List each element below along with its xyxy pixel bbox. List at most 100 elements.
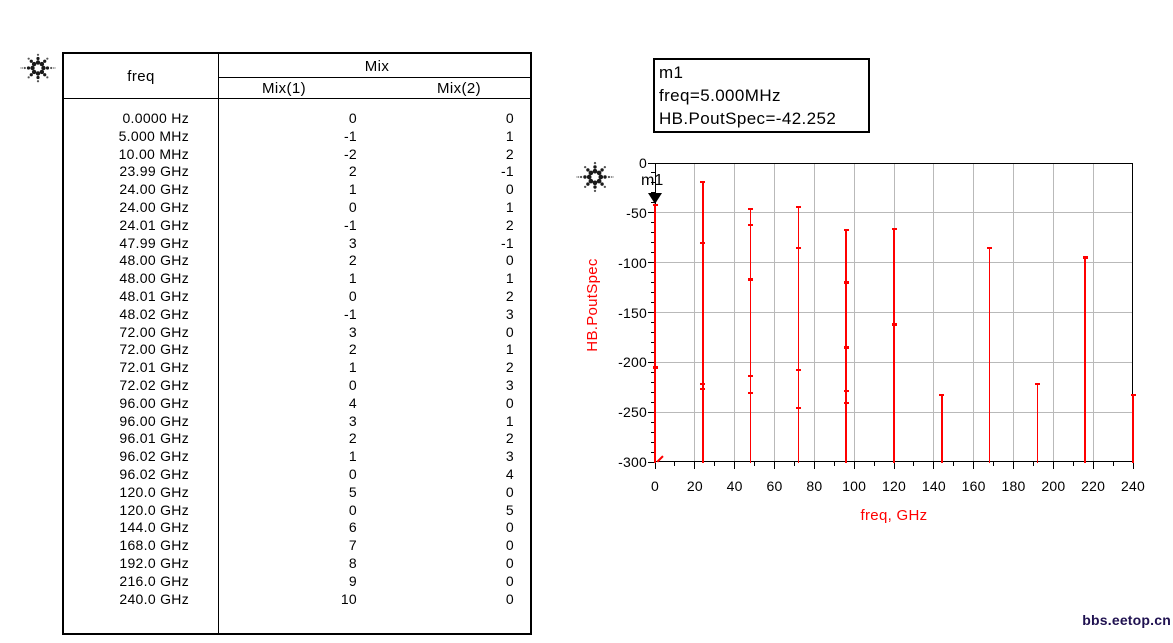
mix2-cell: 0 (505, 554, 514, 571)
table-row: 240.0 GHz 10 0 (64, 591, 530, 609)
freq-cell: 96.01 GHz (119, 430, 189, 447)
x-major-tick (1013, 462, 1014, 469)
freq-cell: 48.00 GHz (119, 270, 189, 287)
x-tick-label: 100 (842, 478, 867, 494)
mix1-cell: 0 (348, 287, 357, 304)
stem-point (891, 227, 897, 230)
y-tick-label: -200 (618, 354, 647, 371)
mix1-cell: 1 (348, 181, 357, 198)
mix2-cell: 1 (505, 341, 514, 358)
stem-point (843, 346, 849, 349)
marker-plot-label: m1 (641, 172, 664, 190)
mix1-cell: 5 (348, 483, 357, 500)
mix2-cell: 3 (505, 448, 514, 465)
stem-point (652, 203, 658, 207)
table-row: 72.02 GHz 0 3 (64, 377, 530, 395)
mix2-cell: 0 (505, 394, 514, 411)
table-row: 168.0 GHz 7 0 (64, 537, 530, 555)
mix2-cell: 3 (505, 376, 514, 393)
stem-point (843, 228, 849, 231)
x-tick-label: 180 (1001, 478, 1026, 494)
table-row: 5.000 MHz -1 1 (64, 128, 530, 146)
mix2-cell: 5 (505, 501, 514, 518)
stem (1132, 395, 1134, 463)
stem-point (748, 207, 754, 211)
mix1-column-header: Mix(1) (261, 79, 307, 97)
x-minor-tick (993, 462, 995, 466)
y-minor-tick (651, 441, 655, 443)
stem-point (939, 394, 945, 397)
table-row: 24.00 GHz 1 0 (64, 181, 530, 199)
table-column-divider (218, 54, 219, 633)
freq-cell: 96.00 GHz (119, 412, 189, 429)
mix1-cell: 4 (348, 394, 357, 411)
mix2-cell: 0 (505, 252, 514, 269)
y-minor-tick (651, 451, 655, 453)
x-major-tick (1092, 462, 1094, 469)
stem (893, 228, 895, 463)
mix2-cell: 1 (505, 127, 514, 144)
y-major-tick (648, 411, 655, 413)
table-row: 72.00 GHz 2 1 (64, 341, 530, 359)
x-tick-label: 40 (726, 478, 743, 494)
table-row: 120.0 GHz 0 5 (64, 502, 530, 520)
y-major-tick (648, 162, 655, 164)
mix2-cell: 0 (505, 537, 514, 554)
stem-point (748, 223, 754, 226)
mix1-cell: 6 (348, 519, 357, 536)
freq-cell: 47.99 GHz (119, 234, 189, 251)
mix2-cell: 0 (505, 483, 514, 500)
mix2-cell: 0 (505, 519, 514, 536)
x-tick-label: 0 (651, 478, 659, 494)
table-header: freq Mix Mix(1) Mix(2) (64, 54, 530, 99)
y-tick-label: -100 (618, 254, 647, 271)
y-minor-tick (651, 431, 655, 433)
stem-point (748, 375, 754, 378)
mix2-cell: 0 (505, 323, 514, 340)
y-minor-tick (651, 381, 655, 383)
x-tick-label: 120 (882, 478, 906, 494)
y-minor-tick (651, 252, 655, 254)
stem-point (652, 366, 658, 369)
y-gridline (656, 212, 1132, 214)
y-tick-label: -250 (618, 404, 647, 421)
x-major-tick (973, 462, 975, 469)
x-minor-tick (1032, 462, 1034, 466)
stem (1036, 384, 1039, 463)
x-major-tick (813, 462, 815, 469)
x-axis-title: freq, GHz (860, 507, 928, 524)
y-tick-label: -150 (618, 304, 647, 321)
mix2-cell: 4 (505, 465, 514, 482)
stem-point (1034, 383, 1040, 386)
y-minor-tick (651, 172, 655, 174)
x-tick-label: 200 (1041, 478, 1066, 494)
x-tick-label: 20 (686, 478, 703, 494)
stem-point (795, 406, 801, 410)
marker-readout-box[interactable]: m1 freq=5.000MHz HB.PoutSpec=-42.252 (653, 58, 870, 133)
table-body: 0.0000 Hz 0 0 5.000 MHz -1 1 10.00 MHz -2 2 23.99… (64, 100, 530, 633)
freq-column-header: freq (127, 67, 155, 85)
y-axis-title: HB.PoutSpec (584, 258, 601, 352)
table-row: 48.00 GHz 2 0 (64, 252, 530, 270)
stem-point (843, 401, 849, 405)
marker-name: m1 (659, 63, 684, 82)
mix1-cell: 2 (348, 430, 357, 447)
table-row: 72.00 GHz 3 0 (64, 324, 530, 342)
x-minor-tick (873, 462, 875, 466)
mix-group-header: Mix (364, 57, 390, 75)
freq-cell: 96.02 GHz (119, 448, 189, 465)
mix2-cell: 1 (505, 412, 514, 429)
mix2-cell: 2 (505, 216, 514, 233)
mix1-cell: 0 (348, 465, 357, 482)
y-minor-tick (651, 351, 655, 353)
marker-triangle-icon[interactable] (648, 193, 662, 205)
mix1-cell: -1 (343, 305, 357, 322)
mix1-cell: 2 (348, 252, 357, 269)
y-minor-tick (651, 282, 655, 284)
stem-point (795, 246, 801, 249)
freq-cell: 0.0000 Hz (122, 110, 189, 126)
mix2-cell: 3 (505, 305, 514, 322)
table-row: 96.02 GHz 1 3 (64, 448, 530, 466)
watermark-text: bbs.eetop.cn (1082, 612, 1171, 628)
